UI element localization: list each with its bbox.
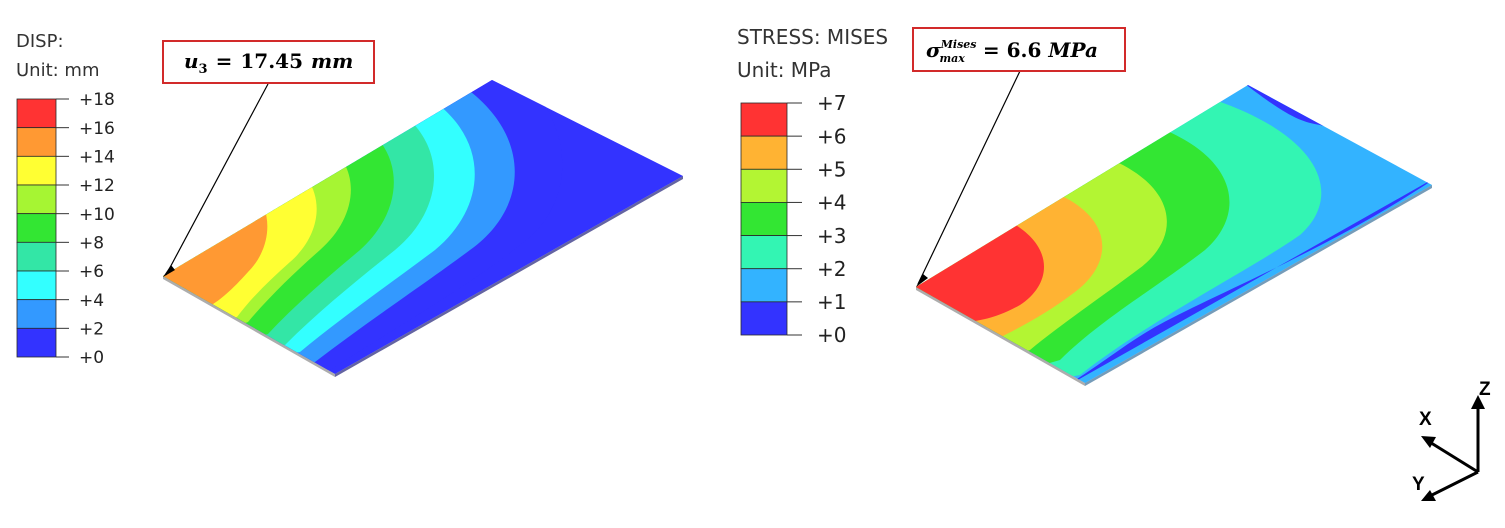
stress-legend-tick-label: +5	[817, 157, 846, 181]
disp-legend-band	[16, 299, 57, 329]
disp-legend-band	[16, 213, 57, 243]
stress-legend-band	[740, 168, 788, 203]
y-axis-line	[1427, 470, 1479, 499]
disp-contour-bands	[163, 80, 563, 374]
disp-legend-tick-label: +12	[79, 176, 115, 196]
disp-legend-tick-label: +18	[79, 90, 115, 110]
stress-legend-band	[740, 235, 788, 270]
stress-plate-edge	[916, 287, 1085, 386]
stress-callout-subscript: max	[940, 52, 966, 65]
disp-legend-band	[16, 270, 57, 301]
disp-legend: DISP: Unit: mm +18 +16 +14 +12 +10 +8 +6 +4 +2 +0	[16, 31, 115, 368]
stress-max-callout: σMises max = 6.6 MPa	[912, 27, 1126, 287]
stress-legend-tick-label: +2	[817, 257, 846, 281]
x-axis-line	[1427, 439, 1479, 474]
stress-legend-tick-label: +1	[817, 290, 846, 314]
disp-legend-band	[16, 241, 57, 272]
y-axis-label: Y	[1412, 474, 1425, 495]
stress-legend-unit: Unit: MPa	[737, 58, 831, 82]
disp-legend-title: DISP:	[16, 31, 64, 52]
z-axis-arrowhead	[1471, 395, 1485, 409]
stress-legend-tick-label: +3	[817, 224, 846, 248]
z-axis-label: Z	[1479, 379, 1491, 400]
disp-legend-tick-label: +16	[79, 119, 115, 139]
disp-legend-band	[16, 127, 57, 157]
disp-legend-unit: Unit: mm	[16, 60, 100, 81]
stress-plate-side	[1085, 185, 1432, 386]
disp-legend-band	[16, 184, 57, 215]
disp-callout-unit: mm	[311, 49, 353, 73]
disp-legend-tick-label: +14	[79, 147, 115, 167]
stress-legend-band	[740, 102, 788, 137]
stress-contour-plate	[916, 85, 1432, 386]
disp-plate-edge	[163, 276, 335, 377]
stress-legend-ticks: +7 +6 +5 +4 +3 +2 +1 +0	[787, 91, 846, 347]
stress-legend-tick-label: +6	[817, 124, 846, 148]
stress-legend-tick-label: +7	[817, 91, 846, 115]
disp-legend-tick-label: +2	[79, 319, 104, 339]
disp-legend-band	[16, 327, 57, 358]
stress-callout-equals: =	[983, 38, 1000, 62]
stress-callout-box	[912, 27, 1126, 72]
stress-callout-unit: MPa	[1047, 38, 1098, 62]
disp-callout-box	[162, 40, 375, 84]
disp-callout-symbol: u	[184, 49, 199, 73]
stress-callout-leader	[917, 70, 1021, 285]
stress-legend: STRESS: MISES Unit: MPa +7 +6 +5 +4 +3 +2 +1 +0	[737, 25, 888, 347]
stress-callout-symbol: σ	[926, 38, 941, 62]
x-axis-arrowhead	[1421, 436, 1436, 448]
y-axis-arrowhead	[1421, 490, 1436, 501]
stress-callout-text: σMises max = 6.6 MPa	[926, 38, 1098, 65]
disp-callout-text: u3 = 17.45 mm	[184, 49, 353, 77]
disp-legend-tick-label: +6	[79, 262, 104, 282]
stress-legend-color-bands	[740, 102, 788, 336]
disp-legend-tick-label: +10	[79, 205, 115, 225]
disp-callout-equals: =	[216, 49, 233, 73]
disp-legend-tick-label: +8	[79, 233, 104, 253]
disp-legend-ticks: +18 +16 +14 +12 +10 +8 +6 +4 +2 +0	[56, 90, 115, 368]
disp-legend-tick-label: +4	[79, 291, 104, 311]
disp-legend-band	[16, 98, 57, 129]
stress-legend-title: STRESS: MISES	[737, 25, 888, 49]
disp-callout-arrowhead	[163, 265, 175, 277]
disp-callout-value: 17.45	[240, 49, 303, 73]
stress-contour-band	[1060, 175, 1432, 383]
disp-legend-band	[16, 155, 57, 186]
stress-legend-band	[740, 202, 788, 236]
disp-plate-side	[335, 176, 683, 377]
stress-legend-tick-label: +4	[817, 191, 846, 215]
disp-contour-plate	[163, 80, 683, 377]
stress-legend-band	[740, 268, 788, 303]
stress-callout-superscript: Mises	[940, 38, 977, 51]
disp-legend-tick-label: +0	[79, 348, 104, 368]
disp-callout-leader	[165, 83, 269, 276]
stress-callout-value: 6.6	[1007, 38, 1042, 62]
stress-callout-arrowhead	[916, 274, 928, 287]
disp-legend-color-bands	[16, 98, 57, 358]
stress-legend-tick-label: +0	[817, 323, 846, 347]
disp-max-callout: u3 = 17.45 mm	[162, 40, 375, 277]
stress-legend-band	[740, 301, 788, 336]
stress-contour-bands	[916, 85, 1432, 383]
disp-callout-subscript: 3	[199, 62, 208, 77]
axis-triad: X Y Z	[1412, 379, 1491, 501]
x-axis-label: X	[1419, 409, 1432, 430]
stress-legend-band	[740, 135, 788, 170]
